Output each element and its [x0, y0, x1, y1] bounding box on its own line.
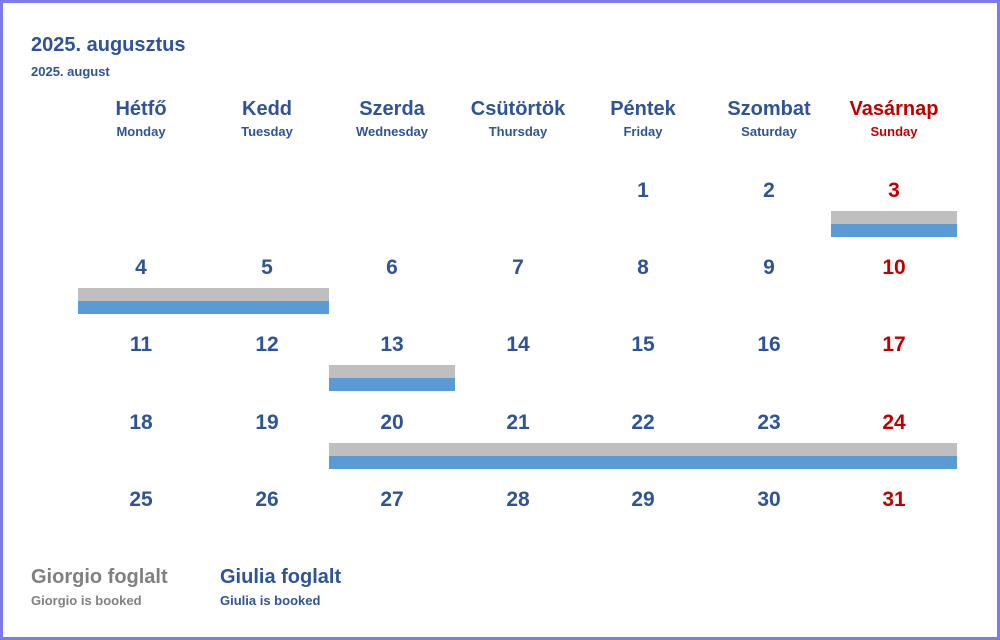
- day-25: 25: [129, 488, 153, 511]
- weekday-name-en: Sunday: [870, 124, 918, 139]
- month-title: 2025. augusztus: [31, 34, 186, 56]
- day-5: 5: [261, 256, 273, 279]
- weekday-name-hu: Szerda: [359, 98, 425, 120]
- weekday-name-en: Tuesday: [241, 124, 293, 139]
- weekday-header-tuesday: Kedd Tuesday: [204, 96, 330, 142]
- day-22: 22: [631, 411, 655, 434]
- day-27: 27: [380, 488, 404, 511]
- legend-giorgio-sublabel: Giorgio is booked: [31, 593, 142, 608]
- day-23: 23: [757, 411, 781, 434]
- weekday-name-en: Thursday: [488, 124, 548, 139]
- weekday-name-en: Monday: [116, 124, 166, 139]
- weekday-name-hu: Vasárnap: [849, 98, 939, 120]
- day-8: 8: [637, 256, 649, 279]
- day-13: 13: [380, 333, 404, 356]
- day-24: 24: [882, 411, 906, 434]
- day-7: 7: [512, 256, 524, 279]
- legend-giulia-label: Giulia foglalt: [220, 566, 342, 588]
- day-10: 10: [882, 256, 906, 279]
- booking-bar-giorgio: [329, 443, 957, 456]
- legend-giulia: Giulia foglalt Giulia is booked: [220, 564, 341, 612]
- day-20: 20: [380, 411, 404, 434]
- day-9: 9: [763, 256, 775, 279]
- booking-bar-giulia: [329, 378, 455, 391]
- month-subtitle: 2025. august: [31, 64, 110, 79]
- legend-giulia-sublabel: Giulia is booked: [220, 593, 321, 608]
- day-18: 18: [129, 411, 153, 434]
- day-14: 14: [506, 333, 530, 356]
- weekday-header-thursday: Csütörtök Thursday: [455, 96, 581, 142]
- weekday-header-sunday: Vasárnap Sunday: [831, 96, 957, 142]
- legend-giorgio-label: Giorgio foglalt: [31, 566, 168, 588]
- weekday-header-monday: Hétfő Monday: [78, 96, 204, 142]
- day-17: 17: [882, 333, 906, 356]
- booking-bar-giulia: [831, 224, 957, 237]
- weekday-name-en: Wednesday: [355, 124, 428, 139]
- weekday-header-wednesday: Szerda Wednesday: [329, 96, 455, 142]
- booking-bar-giorgio: [78, 288, 329, 301]
- day-6: 6: [386, 256, 398, 279]
- weekday-name-hu: Péntek: [610, 98, 676, 120]
- day-2: 2: [763, 179, 775, 202]
- day-1: 1: [637, 179, 649, 202]
- day-29: 29: [631, 488, 655, 511]
- day-21: 21: [506, 411, 530, 434]
- booking-bar-giorgio: [329, 365, 455, 378]
- day-12: 12: [255, 333, 279, 356]
- weekday-name-en: Friday: [623, 124, 663, 139]
- day-31: 31: [882, 488, 906, 511]
- day-3: 3: [888, 179, 900, 202]
- weekday-name-hu: Csütörtök: [470, 98, 566, 120]
- weekday-name-hu: Kedd: [242, 98, 292, 120]
- day-15: 15: [631, 333, 655, 356]
- day-4: 4: [135, 256, 147, 279]
- booking-bar-giorgio: [831, 211, 957, 224]
- legend-giorgio: Giorgio foglalt Giorgio is booked: [31, 564, 168, 612]
- day-19: 19: [255, 411, 279, 434]
- day-30: 30: [757, 488, 781, 511]
- day-28: 28: [506, 488, 530, 511]
- weekday-header-saturday: Szombat Saturday: [706, 96, 832, 142]
- day-16: 16: [757, 333, 781, 356]
- booking-bar-giulia: [78, 301, 329, 314]
- weekday-name-hu: Szombat: [727, 98, 811, 120]
- day-26: 26: [255, 488, 279, 511]
- booking-bar-giulia: [329, 456, 957, 469]
- weekday-name-hu: Hétfő: [115, 98, 167, 120]
- day-11: 11: [129, 333, 153, 356]
- weekday-name-en: Saturday: [741, 124, 797, 139]
- weekday-header-friday: Péntek Friday: [580, 96, 706, 142]
